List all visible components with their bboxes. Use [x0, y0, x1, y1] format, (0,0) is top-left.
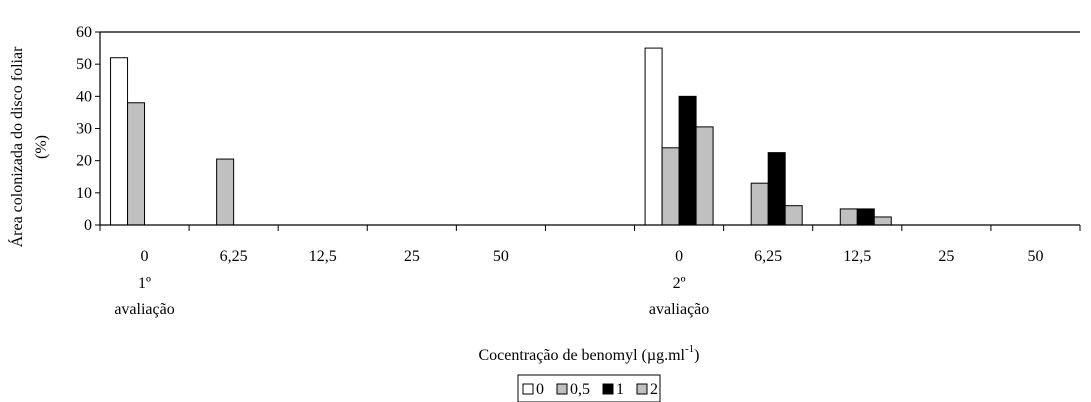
legend-label-3: 1 [616, 381, 624, 398]
y-tick-labels: 0 10 20 30 40 50 60 [76, 24, 92, 234]
legend-swatch-1 [522, 383, 534, 395]
bar-3-9 [856, 208, 875, 226]
legend: 0 0,5 1 2 [517, 374, 661, 402]
bar-4-8 [784, 205, 803, 226]
legend-swatch-4 [636, 383, 648, 395]
bar-4-9 [873, 216, 892, 226]
x-tick-label: 25 [938, 248, 954, 265]
bar-2-7 [661, 147, 680, 226]
bar-2-9 [839, 208, 858, 226]
bar-2-8 [750, 182, 769, 226]
legend-label-1: 0 [536, 381, 544, 398]
bar-1-7 [644, 47, 663, 226]
x-tick-label: 6,25 [754, 248, 782, 265]
x-tick-labels: 0 6,25 12,5 25 50 0 6,25 12,5 25 50 [141, 248, 1044, 265]
x-axis-title-close: ) [694, 347, 699, 364]
group-labels: 1º avaliação 2º avaliação [114, 275, 709, 318]
bar-3-8 [767, 152, 786, 226]
bar-4-7 [695, 126, 714, 226]
legend-box [517, 374, 661, 402]
x-tick-label: 50 [493, 248, 509, 265]
y-tick-label: 0 [84, 217, 92, 234]
bars [110, 47, 892, 226]
x-axis-title: Cocentração de benomyl (µg.ml-1) [479, 343, 700, 364]
x-tick-label: 0 [675, 248, 683, 265]
legend-label-4: 2 [650, 381, 658, 398]
bar-1-1 [110, 57, 129, 226]
y-tick-label: 50 [76, 56, 92, 73]
x-axis-title-main: Cocentração de benomyl ( [479, 347, 647, 364]
y-tick-label: 40 [76, 88, 92, 105]
legend-swatch-3 [602, 383, 614, 395]
group-label-line1: 1º [138, 275, 151, 292]
group-label-line2: avaliação [114, 301, 174, 318]
x-tick-label: 50 [1027, 248, 1043, 265]
y-axis-title: Área colonizada do disco foliar (%) [7, 46, 50, 247]
x-axis-title-unit: g.ml [656, 347, 685, 364]
y-axis-label-line1: Área colonizada do disco foliar [7, 46, 26, 247]
x-axis-title-superscript: -1 [685, 343, 694, 355]
x-tick-label: 0 [141, 248, 149, 265]
x-tick-label: 25 [404, 248, 420, 265]
y-tick-label: 10 [76, 185, 92, 202]
x-tick-label: 12,5 [843, 248, 871, 265]
group-label-line1: 2º [673, 275, 686, 292]
legend-label-2: 0,5 [570, 381, 590, 398]
axes [95, 31, 1081, 231]
legend-swatch-2 [556, 383, 568, 395]
y-axis-label-line2: (%) [33, 135, 50, 159]
x-tick-label: 12,5 [309, 248, 337, 265]
x-axis-title-mu: µ [647, 347, 656, 364]
y-tick-label: 20 [76, 153, 92, 170]
bar-3-7 [678, 95, 697, 226]
x-tick-label: 6,25 [220, 248, 248, 265]
group-label-line2: avaliação [649, 301, 709, 318]
y-tick-label: 30 [76, 121, 92, 138]
bar-2-2 [216, 158, 235, 226]
y-tick-label: 60 [76, 24, 92, 41]
bar-2-1 [127, 102, 146, 226]
